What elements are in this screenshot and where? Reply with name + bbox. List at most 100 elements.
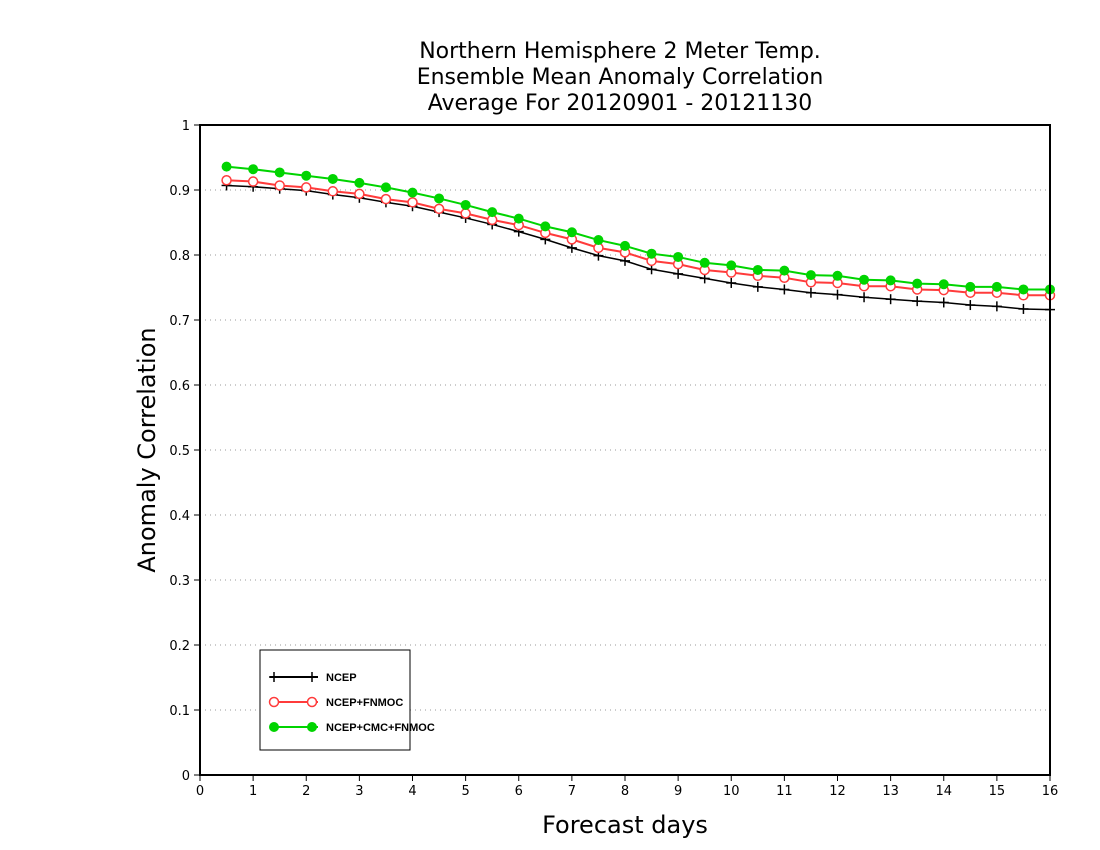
legend-entry: NCEP+FNMOC [268,696,403,709]
data-point [885,275,896,286]
data-point [726,260,737,271]
x-tick-label: 11 [776,784,793,799]
x-tick-label: 4 [408,784,416,799]
data-point [938,297,949,308]
data-point [805,287,816,298]
data-point [269,722,279,732]
data-point [513,213,524,224]
series-ncep-fnmoc [221,175,1056,301]
data-point [221,161,232,172]
title-line-1: Northern Hemisphere 2 Meter Temp. [419,39,821,64]
data-point [938,279,949,290]
data-point [779,265,790,276]
y-tick-label: 0 [182,769,190,784]
legend-box [259,649,411,751]
data-point [268,696,280,708]
x-tick-label: 16 [1042,784,1059,799]
data-point [274,180,285,191]
x-tick-label: 9 [674,784,682,799]
x-tick-label: 8 [621,784,629,799]
data-point [779,284,790,295]
data-point [805,270,816,281]
data-point [1018,284,1029,295]
x-tick-label: 13 [882,784,899,799]
x-axis-ticks: 0 1 2 3 4 5 6 7 8 9 10 11 12 13 14 15 16 [196,775,1058,799]
y-axis-ticks: 0 0.1 0.2 0.3 0.4 0.5 0.6 0.7 0.8 0.9 1 [169,119,200,784]
y-tick-label: 0.1 [169,704,190,719]
x-tick-label: 7 [568,784,576,799]
data-point [274,167,285,178]
title-line-2: Ensemble Mean Anomaly Correlation [417,65,824,90]
y-tick-label: 0.2 [169,639,190,654]
data-point [885,294,896,305]
chart-title: Northern Hemisphere 2 Meter Temp. Ensemb… [417,39,824,116]
data-point [859,292,870,303]
gridlines [200,189,1050,711]
legend-label: NCEP [326,672,357,684]
legend: NCEP NCEP+FNMOC NCEP+CMC+FNMOC [259,649,435,751]
x-tick-label: 15 [989,784,1006,799]
series-layer [221,161,1056,315]
data-point [433,203,445,215]
x-tick-label: 1 [249,784,257,799]
y-tick-label: 0.5 [169,444,190,459]
legend-entry: NCEP+CMC+FNMOC [269,722,435,734]
x-tick-label: 14 [935,784,952,799]
data-point [301,170,312,181]
data-point [832,270,843,281]
data-point [221,175,232,186]
legend-entry: NCEP [269,672,357,684]
data-point [248,164,259,175]
data-point [646,248,657,259]
data-point [460,208,471,219]
title-line-3: Average For 20120901 - 20121130 [428,91,813,116]
y-tick-label: 0.6 [169,379,190,394]
series-ncep [221,180,1055,315]
data-point [354,188,365,200]
plot-frame [199,124,1051,776]
legend-label: NCEP+CMC+FNMOC [326,722,435,734]
x-tick-label: 3 [355,784,363,799]
data-point [912,296,923,307]
data-point [380,193,392,205]
data-point [247,176,259,187]
series-line [226,179,1050,297]
y-tick-label: 0.7 [169,314,190,329]
x-tick-label: 2 [302,784,310,799]
data-point [965,300,976,311]
series-ncep-cmc-fnmoc [221,161,1055,295]
data-point [407,187,418,198]
data-point [752,264,763,275]
y-tick-label: 0.9 [169,184,190,199]
data-point [991,301,1002,312]
data-point [460,199,471,210]
data-point [752,281,763,292]
series-line [226,165,1050,291]
data-point [269,672,279,682]
x-axis-title: Forecast days [542,811,708,839]
y-tick-label: 0.4 [169,509,190,524]
data-point [832,289,843,300]
data-point [407,197,418,208]
data-point [307,722,317,732]
data-point [912,278,923,289]
data-point [726,277,737,288]
x-tick-label: 10 [723,784,740,799]
data-point [487,207,498,218]
data-point [327,173,338,184]
y-axis-title: Anomaly Correlation [133,327,161,572]
data-point [1018,303,1029,314]
x-tick-label: 6 [515,784,523,799]
data-point [327,186,339,197]
data-point [307,672,317,682]
data-point [301,182,312,193]
y-tick-label: 0.8 [169,249,190,264]
data-point [620,240,630,251]
data-point [965,281,976,292]
x-tick-label: 5 [461,784,469,799]
legend-label: NCEP+FNMOC [326,697,403,709]
data-point [673,268,684,279]
data-point [699,257,710,268]
data-point [859,274,870,285]
